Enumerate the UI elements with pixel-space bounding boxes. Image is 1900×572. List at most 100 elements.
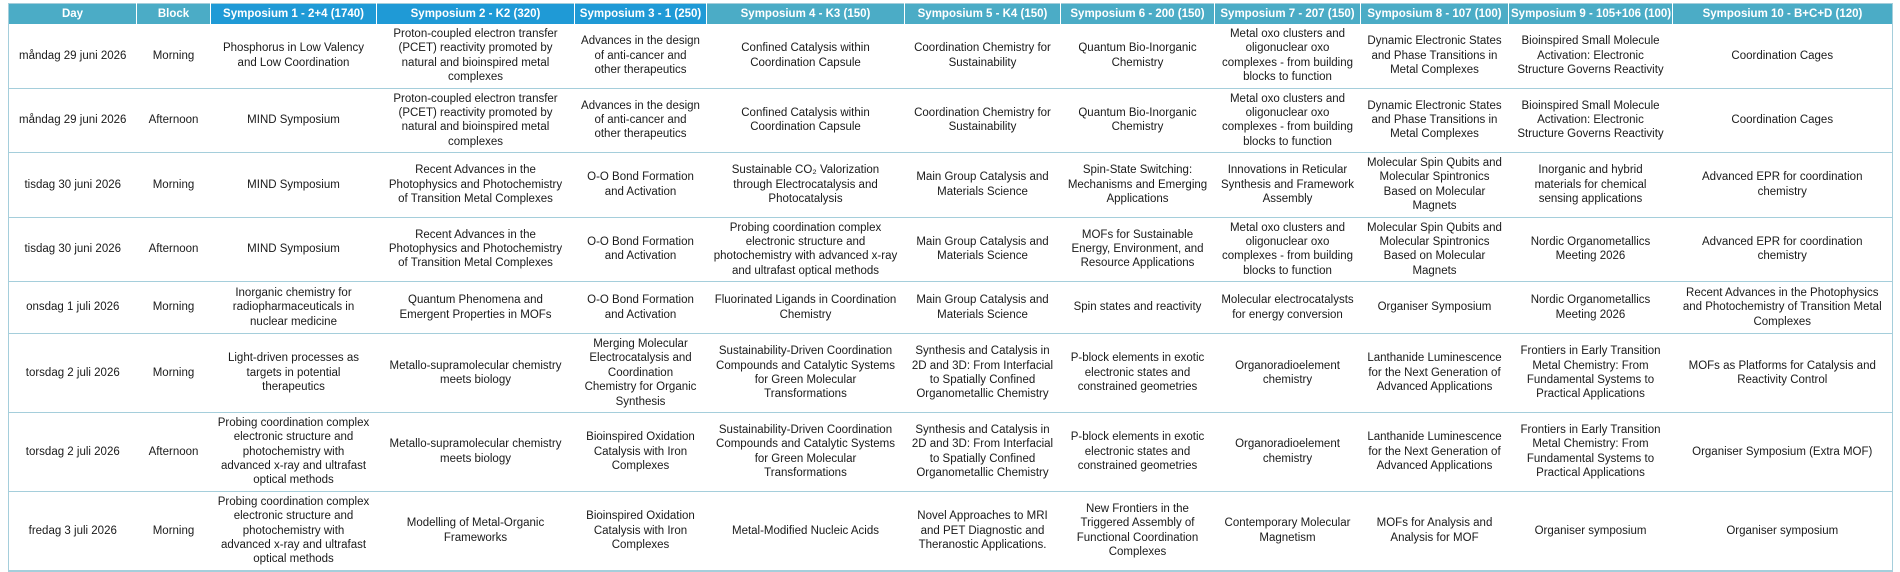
block-cell: Morning	[136, 24, 211, 88]
table-row: tisdag 30 juni 2026 Morning MIND Symposium…	[8, 152, 1893, 217]
symposium-cell-s3: Advances in the design of anti-cancer an…	[574, 24, 707, 88]
symposium-cell-s5: Synthesis and Catalysis in 2D and 3D: Fr…	[904, 412, 1061, 492]
block-cell: Morning	[136, 491, 211, 571]
symposium-cell-s6: P-block elements in exotic electronic st…	[1060, 333, 1215, 413]
symposium-cell-s8: Dynamic Electronic States and Phase Tran…	[1360, 88, 1509, 153]
symposium-cell-s5: Coordination Chemistry for Sustainabilit…	[904, 88, 1061, 153]
symposium-cell-s4: Sustainable CO₂ Valorization through Ele…	[706, 152, 905, 217]
symposium-cell-s3: O-O Bond Formation and Activation	[574, 217, 707, 282]
symposium-cell-s8: Dynamic Electronic States and Phase Tran…	[1360, 24, 1509, 88]
symposium-cell-s1: Phosphorus in Low Valency and Low Coordi…	[210, 24, 377, 88]
symposium-cell-s1: Inorganic chemistry for radiopharmaceuti…	[210, 281, 377, 334]
symposium-cell-s9: Bioinspired Small Molecule Activation: E…	[1508, 88, 1673, 153]
table-row: måndag 29 juni 2026 Afternoon MIND Symposi…	[8, 88, 1893, 153]
table-row: tisdag 30 juni 2026 Afternoon MIND Symposi…	[8, 217, 1893, 282]
symposium-cell-s10: Advanced EPR for coordination chemistry	[1672, 217, 1893, 282]
symposium-cell-s10: Coordination Cages	[1672, 24, 1893, 88]
day-cell: torsdag 2 juli 2026	[8, 333, 137, 413]
symposium-cell-s10: MOFs as Platforms for Catalysis and Reac…	[1672, 333, 1893, 413]
header-row: Day Block Symposium 1 - 2+4 (1740) Symposiu…	[8, 3, 1893, 24]
symposium-cell-s7: Metal oxo clusters and oligonuclear oxo …	[1214, 24, 1361, 88]
symposium-cell-s8: Organiser Symposium	[1360, 281, 1509, 334]
block-cell: Afternoon	[136, 88, 211, 153]
symposium-cell-s10: Advanced EPR for coordination chemistry	[1672, 152, 1893, 217]
symposium-cell-s5: Main Group Catalysis and Materials Scien…	[904, 281, 1061, 334]
symposium-cell-s8: Molecular Spin Qubits and Molecular Spin…	[1360, 152, 1509, 217]
symposium-cell-s9: Organiser symposium	[1508, 491, 1673, 571]
symposium-cell-s2: Recent Advances in the Photophysics and …	[376, 152, 575, 217]
symposium-cell-s7: Metal oxo clusters and oligonuclear oxo …	[1214, 88, 1361, 153]
column-header-s1: Symposium 1 - 2+4 (1740)	[210, 3, 377, 24]
symposium-cell-s8: Molecular Spin Qubits and Molecular Spin…	[1360, 217, 1509, 282]
schedule-page: Day Block Symposium 1 - 2+4 (1740) Symposiu…	[8, 3, 1893, 572]
symposium-cell-s6: MOFs for Sustainable Energy, Environment…	[1060, 217, 1215, 282]
symposium-cell-s2: Metallo-supramolecular chemistry meets b…	[376, 412, 575, 492]
column-header-s4: Symposium 4 - K3 (150)	[706, 3, 905, 24]
day-cell: tisdag 30 juni 2026	[8, 152, 137, 217]
symposium-cell-s6: New Frontiers in the Triggered Assembly …	[1060, 491, 1215, 571]
symposium-cell-s5: Main Group Catalysis and Materials Scien…	[904, 217, 1061, 282]
symposium-cell-s4: Confined Catalysis within Coordination C…	[706, 88, 905, 153]
symposium-cell-s4: Metal-Modified Nucleic Acids	[706, 491, 905, 571]
column-header-s3: Symposium 3 - 1 (250)	[574, 3, 707, 24]
symposium-cell-s6: Spin states and reactivity	[1060, 281, 1215, 334]
day-cell: tisdag 30 juni 2026	[8, 217, 137, 282]
symposium-cell-s7: Molecular electrocatalysts for energy co…	[1214, 281, 1361, 334]
symposium-schedule-table: Day Block Symposium 1 - 2+4 (1740) Symposiu…	[8, 3, 1893, 572]
day-cell: måndag 29 juni 2026	[8, 88, 137, 153]
column-header-s9: Symposium 9 - 105+106 (100)	[1508, 3, 1673, 24]
symposium-cell-s4: Sustainability-Driven Coordination Compo…	[706, 412, 905, 492]
block-cell: Morning	[136, 333, 211, 413]
symposium-cell-s3: O-O Bond Formation and Activation	[574, 281, 707, 334]
symposium-cell-s10: Organiser Symposium (Extra MOF)	[1672, 412, 1893, 492]
symposium-cell-s6: Quantum Bio-Inorganic Chemistry	[1060, 88, 1215, 153]
table-row: torsdag 2 juli 2026 Morning Light-driven p…	[8, 333, 1893, 413]
symposium-cell-s6: Spin-State Switching: Mechanisms and Eme…	[1060, 152, 1215, 217]
table-row: fredag 3 juli 2026 Morning Probing coordin…	[8, 491, 1893, 571]
column-header-s6: Symposium 6 - 200 (150)	[1060, 3, 1215, 24]
symposium-cell-s9: Nordic Organometallics Meeting 2026	[1508, 281, 1673, 334]
column-header-s2: Symposium 2 - K2 (320)	[376, 3, 575, 24]
day-cell: onsdag 1 juli 2026	[8, 281, 137, 334]
block-cell: Morning	[136, 152, 211, 217]
symposium-cell-s10: Coordination Cages	[1672, 88, 1893, 153]
symposium-cell-s1: Probing coordination complex electronic …	[210, 491, 377, 571]
symposium-cell-s2: Quantum Phenomena and Emergent Propertie…	[376, 281, 575, 334]
symposium-cell-s2: Proton-coupled electron transfer (PCET) …	[376, 24, 575, 88]
symposium-cell-s9: Nordic Organometallics Meeting 2026	[1508, 217, 1673, 282]
column-header-s5: Symposium 5 - K4 (150)	[904, 3, 1061, 24]
symposium-cell-s5: Novel Approaches to MRI and PET Diagnost…	[904, 491, 1061, 571]
column-header-block: Block	[136, 3, 211, 24]
block-cell: Morning	[136, 281, 211, 334]
symposium-cell-s8: MOFs for Analysis and Analysis for MOF	[1360, 491, 1509, 571]
column-header-s7: Symposium 7 - 207 (150)	[1214, 3, 1361, 24]
symposium-cell-s10: Recent Advances in the Photophysics and …	[1672, 281, 1893, 334]
day-cell: måndag 29 juni 2026	[8, 24, 137, 88]
symposium-cell-s7: Organoradioelement chemistry	[1214, 412, 1361, 492]
symposium-cell-s2: Proton-coupled electron transfer (PCET) …	[376, 88, 575, 153]
symposium-cell-s3: Bioinspired Oxidation Catalysis with Iro…	[574, 412, 707, 492]
table-row: torsdag 2 juli 2026 Afternoon Probing coor…	[8, 412, 1893, 492]
symposium-cell-s6: Quantum Bio-Inorganic Chemistry	[1060, 24, 1215, 88]
block-cell: Afternoon	[136, 412, 211, 492]
symposium-cell-s7: Organoradioelement chemistry	[1214, 333, 1361, 413]
symposium-cell-s9: Frontiers in Early Transition Metal Chem…	[1508, 333, 1673, 413]
symposium-cell-s9: Inorganic and hybrid materials for chemi…	[1508, 152, 1673, 217]
symposium-cell-s7: Metal oxo clusters and oligonuclear oxo …	[1214, 217, 1361, 282]
symposium-cell-s8: Lanthanide Luminescence for the Next Gen…	[1360, 412, 1509, 492]
symposium-cell-s7: Contemporary Molecular Magnetism	[1214, 491, 1361, 571]
table-row: måndag 29 juni 2026 Morning Phosphorus in …	[8, 24, 1893, 88]
symposium-cell-s3: Merging Molecular Electrocatalysis and C…	[574, 333, 707, 413]
symposium-cell-s1: MIND Symposium	[210, 88, 377, 153]
symposium-cell-s2: Modelling of Metal-Organic Frameworks	[376, 491, 575, 571]
column-header-day: Day	[8, 3, 137, 24]
column-header-s10: Symposium 10 - B+C+D (120)	[1672, 3, 1893, 24]
symposium-cell-s5: Synthesis and Catalysis in 2D and 3D: Fr…	[904, 333, 1061, 413]
block-cell: Afternoon	[136, 217, 211, 282]
symposium-cell-s8: Lanthanide Luminescence for the Next Gen…	[1360, 333, 1509, 413]
symposium-cell-s5: Coordination Chemistry for Sustainabilit…	[904, 24, 1061, 88]
symposium-cell-s9: Frontiers in Early Transition Metal Chem…	[1508, 412, 1673, 492]
symposium-cell-s6: P-block elements in exotic electronic st…	[1060, 412, 1215, 492]
symposium-cell-s10: Organiser symposium	[1672, 491, 1893, 571]
symposium-cell-s4: Sustainability-Driven Coordination Compo…	[706, 333, 905, 413]
